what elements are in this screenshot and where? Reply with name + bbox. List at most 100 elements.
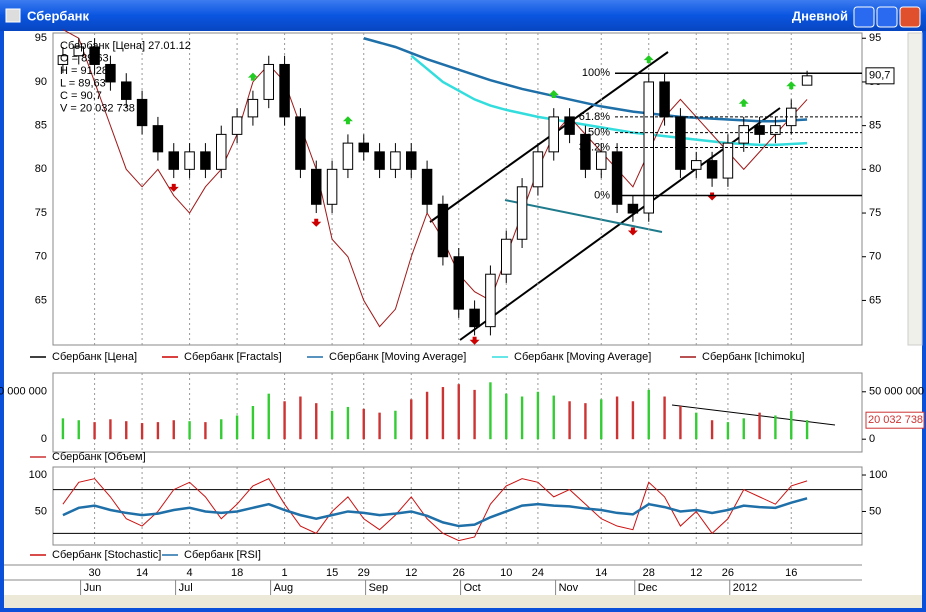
volume-bar <box>600 399 603 440</box>
candle-body <box>247 98 259 118</box>
maximize-button[interactable] <box>876 6 898 28</box>
candle-body <box>485 273 496 328</box>
fib-label: 61.8% <box>579 111 610 123</box>
x-tick-label: 1 <box>282 567 288 579</box>
fractal-down <box>311 218 322 227</box>
candle-body <box>659 81 670 118</box>
month-label: 2012 <box>733 582 757 594</box>
candle-body <box>231 116 243 135</box>
candle-body <box>754 125 765 135</box>
y-tick-label: 85 <box>869 120 881 132</box>
candle-body <box>611 151 623 205</box>
last-volume-box <box>865 411 925 429</box>
candle-body <box>675 116 686 170</box>
candle-body <box>532 151 544 188</box>
candle-body <box>295 116 306 170</box>
minimize-button[interactable] <box>853 6 875 28</box>
volume-bar <box>505 393 508 440</box>
volume-bar <box>394 410 397 440</box>
info-line: H = 91,28 <box>60 65 108 77</box>
candle-body <box>136 98 148 127</box>
candle-body <box>516 186 528 240</box>
x-tick-label: 26 <box>453 567 465 579</box>
volume-bar <box>473 389 476 440</box>
fib-label: 50% <box>588 127 610 139</box>
legend-label: Сбербанк [Ichimoku] <box>702 351 805 363</box>
volume-bar <box>790 410 793 440</box>
info-line: Сбербанк [Цена] 27.01.12 <box>60 40 191 52</box>
volume-bar <box>61 418 65 440</box>
volume-bar <box>774 415 777 440</box>
x-tick-label: 28 <box>643 567 655 579</box>
x-tick-label: 12 <box>405 567 417 579</box>
x-tick-label: 4 <box>187 567 193 579</box>
candle-body <box>358 142 369 153</box>
y-tick-label: 50 000 000 <box>0 386 47 398</box>
month-label: Nov <box>559 582 579 594</box>
volume-bar <box>615 396 619 440</box>
volume-bar <box>140 423 144 440</box>
fractal-down <box>168 183 179 192</box>
volume-pane <box>52 372 863 453</box>
y-tick-label: 50 <box>869 505 881 517</box>
candle-body <box>706 160 718 179</box>
candle-body <box>326 168 338 205</box>
y-tick-label: 50 000 000 <box>869 386 924 398</box>
candle-body <box>121 81 132 100</box>
candle-body <box>89 46 100 65</box>
info-line: L = 89,63 <box>60 77 106 89</box>
fib-label: 38.2% <box>579 141 610 153</box>
last-price-box <box>865 67 895 85</box>
legend-label: Сбербанк [Stochastic] <box>52 549 161 561</box>
volume-bar <box>267 393 270 440</box>
fractal-up <box>342 116 353 125</box>
y-tick-label: 75 <box>35 207 47 219</box>
volume-bar <box>299 396 302 440</box>
candle-body <box>311 168 322 205</box>
candle-body <box>469 308 480 328</box>
volume-bar <box>552 395 555 440</box>
legend-label: Сбербанк [Объем] <box>52 451 146 463</box>
y-tick-label: 80 <box>35 163 47 175</box>
last-price-label: 90,7 <box>869 70 890 82</box>
legend-label: Сбербанк [Moving Average] <box>329 351 466 363</box>
x-tick-label: 15 <box>326 567 338 579</box>
y-tick-label: 100 <box>869 469 887 481</box>
candle-body <box>73 46 84 57</box>
volume-bar <box>188 421 191 440</box>
volume-bar <box>330 410 334 440</box>
candle-body <box>643 81 654 214</box>
info-line: C = 90,7 <box>60 90 102 102</box>
candle-body <box>627 203 639 214</box>
fractal-up <box>786 81 797 90</box>
x-tick-label: 14 <box>136 567 148 579</box>
candle-body <box>564 116 575 135</box>
candle-body <box>421 168 433 205</box>
candle-body <box>801 75 813 86</box>
y-tick-label: 80 <box>869 163 881 175</box>
x-tick-label: 12 <box>690 567 702 579</box>
volume-bar <box>235 415 239 440</box>
scrollbar[interactable] <box>907 32 923 346</box>
legend-label: Сбербанк [RSI] <box>184 549 261 561</box>
volume-bar <box>758 412 761 440</box>
candle-body <box>342 142 354 170</box>
volume-bar <box>93 422 96 440</box>
fractal-down <box>627 227 638 236</box>
volume-bar <box>172 420 175 440</box>
volume-bar <box>710 420 714 440</box>
close-button[interactable] <box>899 6 921 28</box>
volume-bar <box>315 403 318 440</box>
price-pane <box>52 32 863 346</box>
y-tick-label: 70 <box>869 251 881 263</box>
candle-body <box>453 256 464 310</box>
volume-bar <box>283 401 286 440</box>
fractal-down <box>469 336 480 345</box>
y-tick-label: 95 <box>35 32 47 44</box>
volume-bar <box>520 396 524 440</box>
candle-body <box>152 125 164 153</box>
volume-bar <box>457 384 460 440</box>
candle-body <box>216 133 227 170</box>
candle-body <box>200 151 211 170</box>
candle-body <box>390 151 401 170</box>
